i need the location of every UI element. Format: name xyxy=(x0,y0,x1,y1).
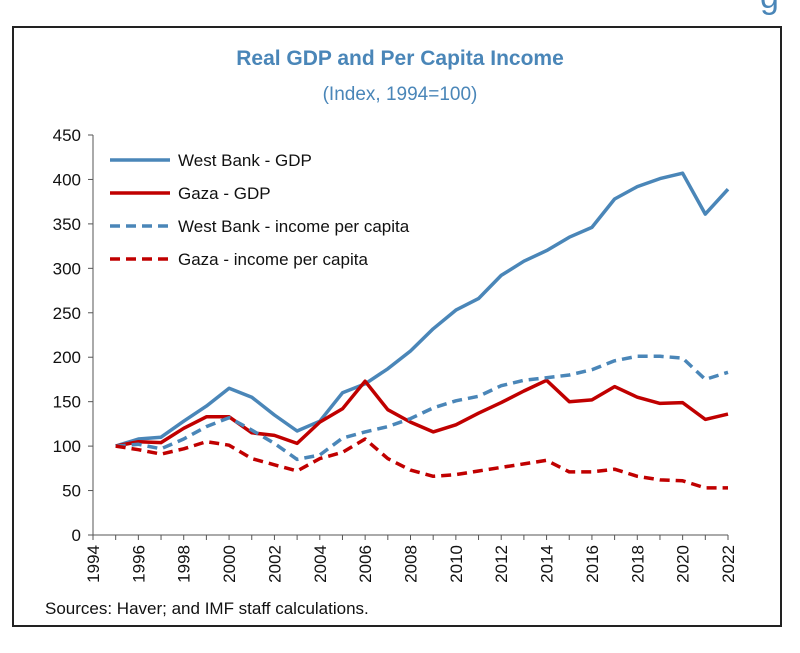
x-tick-label: 2000 xyxy=(220,545,239,583)
y-tick-label: 200 xyxy=(53,348,81,367)
y-tick-label: 150 xyxy=(53,393,81,412)
x-tick-label: 2022 xyxy=(719,545,738,583)
legend-label-2: Gaza - GDP xyxy=(178,184,271,203)
legend-label-3: West Bank - income per capita xyxy=(178,217,410,236)
x-tick-label: 2006 xyxy=(356,545,375,583)
x-tick-label: 2020 xyxy=(674,545,693,583)
legend-label-1: West Bank - GDP xyxy=(178,151,312,170)
x-tick-label: 1994 xyxy=(84,545,103,583)
x-tick-label: 2004 xyxy=(311,545,330,583)
cropped-heading-fragment: g xyxy=(760,0,779,17)
x-tick-label: 2016 xyxy=(583,545,602,583)
x-tick-label: 1998 xyxy=(175,545,194,583)
source-note: Sources: Haver; and IMF staff calculatio… xyxy=(45,599,369,618)
y-tick-label: 400 xyxy=(53,170,81,189)
x-tick-label: 2018 xyxy=(628,545,647,583)
top-strip: g xyxy=(0,0,800,17)
y-tick-label: 250 xyxy=(53,304,81,323)
y-tick-label: 50 xyxy=(62,482,81,501)
series-line-3 xyxy=(115,354,729,462)
x-tick-label: 2012 xyxy=(492,545,511,583)
series-line-1 xyxy=(115,171,730,448)
x-tick-label: 2014 xyxy=(538,545,557,583)
x-tick-label: 2008 xyxy=(402,545,421,583)
y-tick-label: 300 xyxy=(53,259,81,278)
x-tick-label: 2002 xyxy=(265,545,284,583)
y-tick-label: 350 xyxy=(53,215,81,234)
x-tick-label: 2010 xyxy=(447,545,466,583)
chart-subtitle: (Index, 1994=100) xyxy=(322,84,478,105)
series-line-2 xyxy=(115,378,729,448)
y-tick-label: 0 xyxy=(72,526,81,545)
series-line-4 xyxy=(115,437,728,490)
y-tick-label: 100 xyxy=(53,437,81,456)
y-tick-label: 450 xyxy=(53,126,81,145)
x-tick-label: 1996 xyxy=(129,545,148,583)
chart-frame xyxy=(12,26,782,627)
legend-label-4: Gaza - income per capita xyxy=(178,250,368,269)
chart-title: Real GDP and Per Capita Income xyxy=(236,47,564,70)
